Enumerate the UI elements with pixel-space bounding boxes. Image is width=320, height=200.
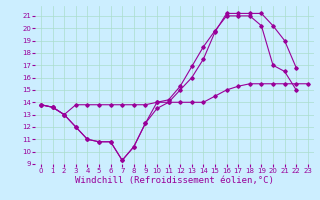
- X-axis label: Windchill (Refroidissement éolien,°C): Windchill (Refroidissement éolien,°C): [75, 176, 274, 185]
